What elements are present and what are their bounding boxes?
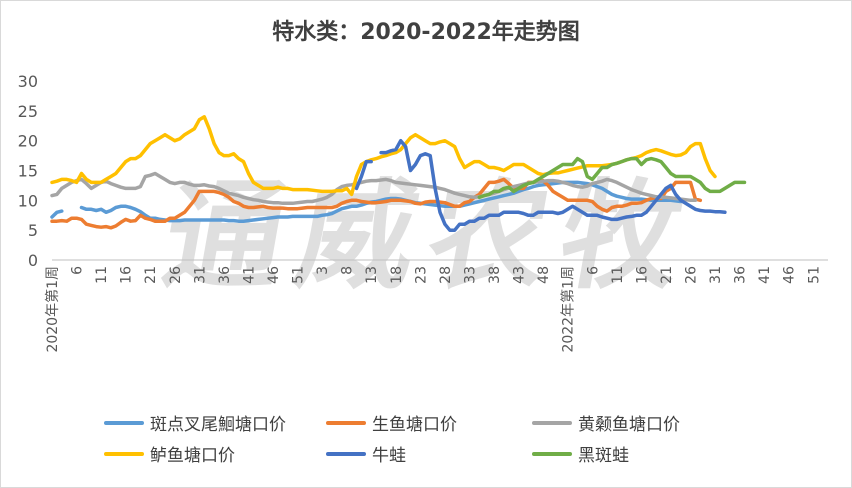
x-tick-label: 16 (119, 266, 135, 284)
x-tick-label: 3 (315, 266, 331, 275)
series-line (50, 177, 703, 230)
x-tick-label: 23 (413, 266, 429, 284)
x-tick-label: 21 (143, 266, 159, 284)
x-tick-label: 41 (757, 266, 773, 284)
x-tick-label: 48 (536, 266, 552, 284)
x-tick-label: 31 (192, 266, 208, 284)
series-line (50, 180, 683, 223)
x-tick-label: 16 (634, 266, 650, 284)
x-tick-label: 26 (683, 266, 699, 284)
y-tick-label: 25 (18, 102, 38, 121)
y-tick-label: 20 (18, 132, 38, 151)
x-tick-label: 38 (487, 266, 503, 284)
x-tick-label: 51 (806, 266, 822, 284)
x-tick-label: 41 (241, 266, 257, 284)
y-tick-label: 5 (28, 221, 38, 240)
y-tick-label: 15 (18, 162, 38, 181)
x-tick-label: 36 (733, 266, 749, 284)
chart-title: 特水类：2020-2022年走势图 (272, 20, 580, 45)
x-tick-label: 8 (340, 266, 356, 275)
x-tick-label: 51 (291, 266, 307, 284)
x-tick-label: 21 (659, 266, 675, 284)
series-line (354, 138, 727, 232)
x-tick-label: 36 (217, 266, 233, 284)
x-tick-label: 6 (70, 266, 86, 275)
x-tick-label: 26 (168, 266, 184, 284)
x-tick-label: 13 (364, 266, 380, 284)
x-tick-label: 28 (438, 266, 454, 284)
y-tick-label: 0 (28, 251, 38, 270)
x-tick-label: 46 (782, 266, 798, 284)
series-line (477, 156, 747, 200)
x-tick-label: 43 (512, 266, 528, 284)
x-tick-label: 11 (610, 266, 626, 284)
x-tick-label: 18 (389, 266, 405, 284)
x-tick-label: 2022年第1周 (560, 266, 577, 353)
y-tick-label: 30 (18, 72, 38, 91)
x-tick-label: 33 (462, 266, 478, 284)
series-line (50, 171, 698, 206)
x-tick-label: 2020年第1周 (44, 266, 61, 353)
y-tick-label: 10 (18, 191, 38, 210)
x-tick-label: 11 (94, 266, 110, 284)
series-line (50, 115, 717, 197)
x-tick-label: 6 (585, 266, 601, 275)
x-tick-label: 46 (266, 266, 282, 284)
x-tick-label: 31 (708, 266, 724, 284)
